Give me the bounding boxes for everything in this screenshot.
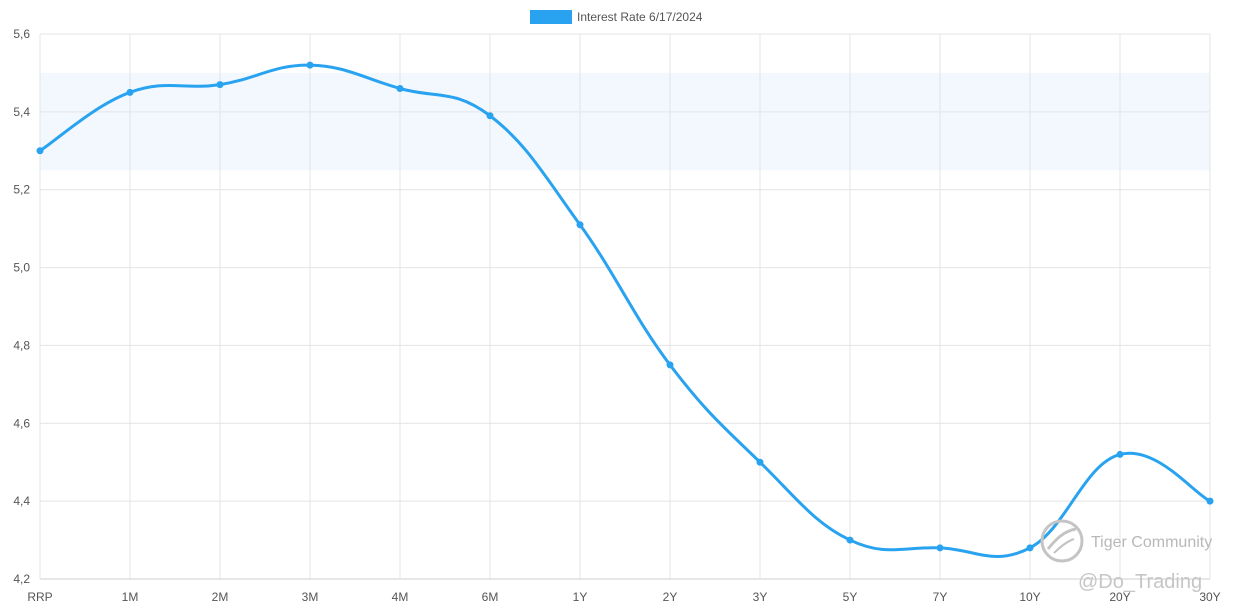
data-point-2Y[interactable] xyxy=(666,361,674,369)
data-point-RRP[interactable] xyxy=(36,147,44,155)
data-point-3Y[interactable] xyxy=(756,458,764,466)
y-axis-ticks: 5,6 5,4 5,2 5,0 4,8 4,6 4,4 4,2 xyxy=(13,27,30,586)
data-point-6M[interactable] xyxy=(486,112,494,120)
x-tick-label: 10Y xyxy=(1019,590,1040,604)
x-tick-label: 4M xyxy=(392,590,409,604)
x-tick-label: 20Y xyxy=(1109,590,1130,604)
x-tick-label: 7Y xyxy=(933,590,948,604)
x-tick-label: 1Y xyxy=(573,590,588,604)
legend[interactable]: Interest Rate 6/17/2024 xyxy=(530,10,703,24)
data-point-5Y[interactable] xyxy=(846,536,854,544)
watermark: Tiger Community @Do_Trading xyxy=(1040,519,1212,593)
chart-grid xyxy=(39,33,1211,580)
series-points xyxy=(36,61,1214,552)
y-tick-label: 4,6 xyxy=(13,416,30,430)
x-tick-label: 6M xyxy=(482,590,499,604)
y-tick-label: 4,2 xyxy=(13,572,30,586)
data-point-1Y[interactable] xyxy=(576,221,584,229)
x-tick-label: 2Y xyxy=(663,590,678,604)
tiger-logo-icon xyxy=(1040,519,1084,563)
data-point-4M[interactable] xyxy=(396,85,404,92)
x-tick-label: 3M xyxy=(302,590,319,604)
x-tick-label: 5Y xyxy=(843,590,858,604)
y-tick-label: 4,8 xyxy=(13,338,30,352)
legend-label: Interest Rate 6/17/2024 xyxy=(577,10,703,24)
data-point-30Y[interactable] xyxy=(1206,497,1214,505)
x-tick-label: 1M xyxy=(122,590,139,604)
highlight-band xyxy=(40,72,1210,171)
x-tick-label: RRP xyxy=(27,590,52,604)
x-axis-ticks: RRP 1M 2M 3M 4M 6M 1Y 2Y 3Y 5Y 7Y 10Y 20Y 30Y xyxy=(27,590,1220,604)
watermark-handle: @Do_Trading xyxy=(1078,571,1202,593)
y-tick-label: 4,4 xyxy=(13,494,30,508)
x-tick-label: 3Y xyxy=(753,590,768,604)
data-point-7Y[interactable] xyxy=(936,544,944,552)
y-tick-label: 5,4 xyxy=(13,105,30,119)
data-point-20Y[interactable] xyxy=(1116,450,1124,458)
data-point-10Y[interactable] xyxy=(1026,544,1034,552)
data-point-3M[interactable] xyxy=(306,61,314,69)
y-tick-label: 5,6 xyxy=(13,27,30,41)
legend-swatch xyxy=(530,10,572,24)
data-point-1M[interactable] xyxy=(126,88,134,96)
y-tick-label: 5,2 xyxy=(13,183,30,197)
x-tick-label: 30Y xyxy=(1199,590,1220,604)
watermark-brand: Tiger Community xyxy=(1091,534,1212,551)
data-point-2M[interactable] xyxy=(216,81,224,89)
y-tick-label: 5,0 xyxy=(13,261,30,275)
x-tick-label: 2M xyxy=(212,590,229,604)
